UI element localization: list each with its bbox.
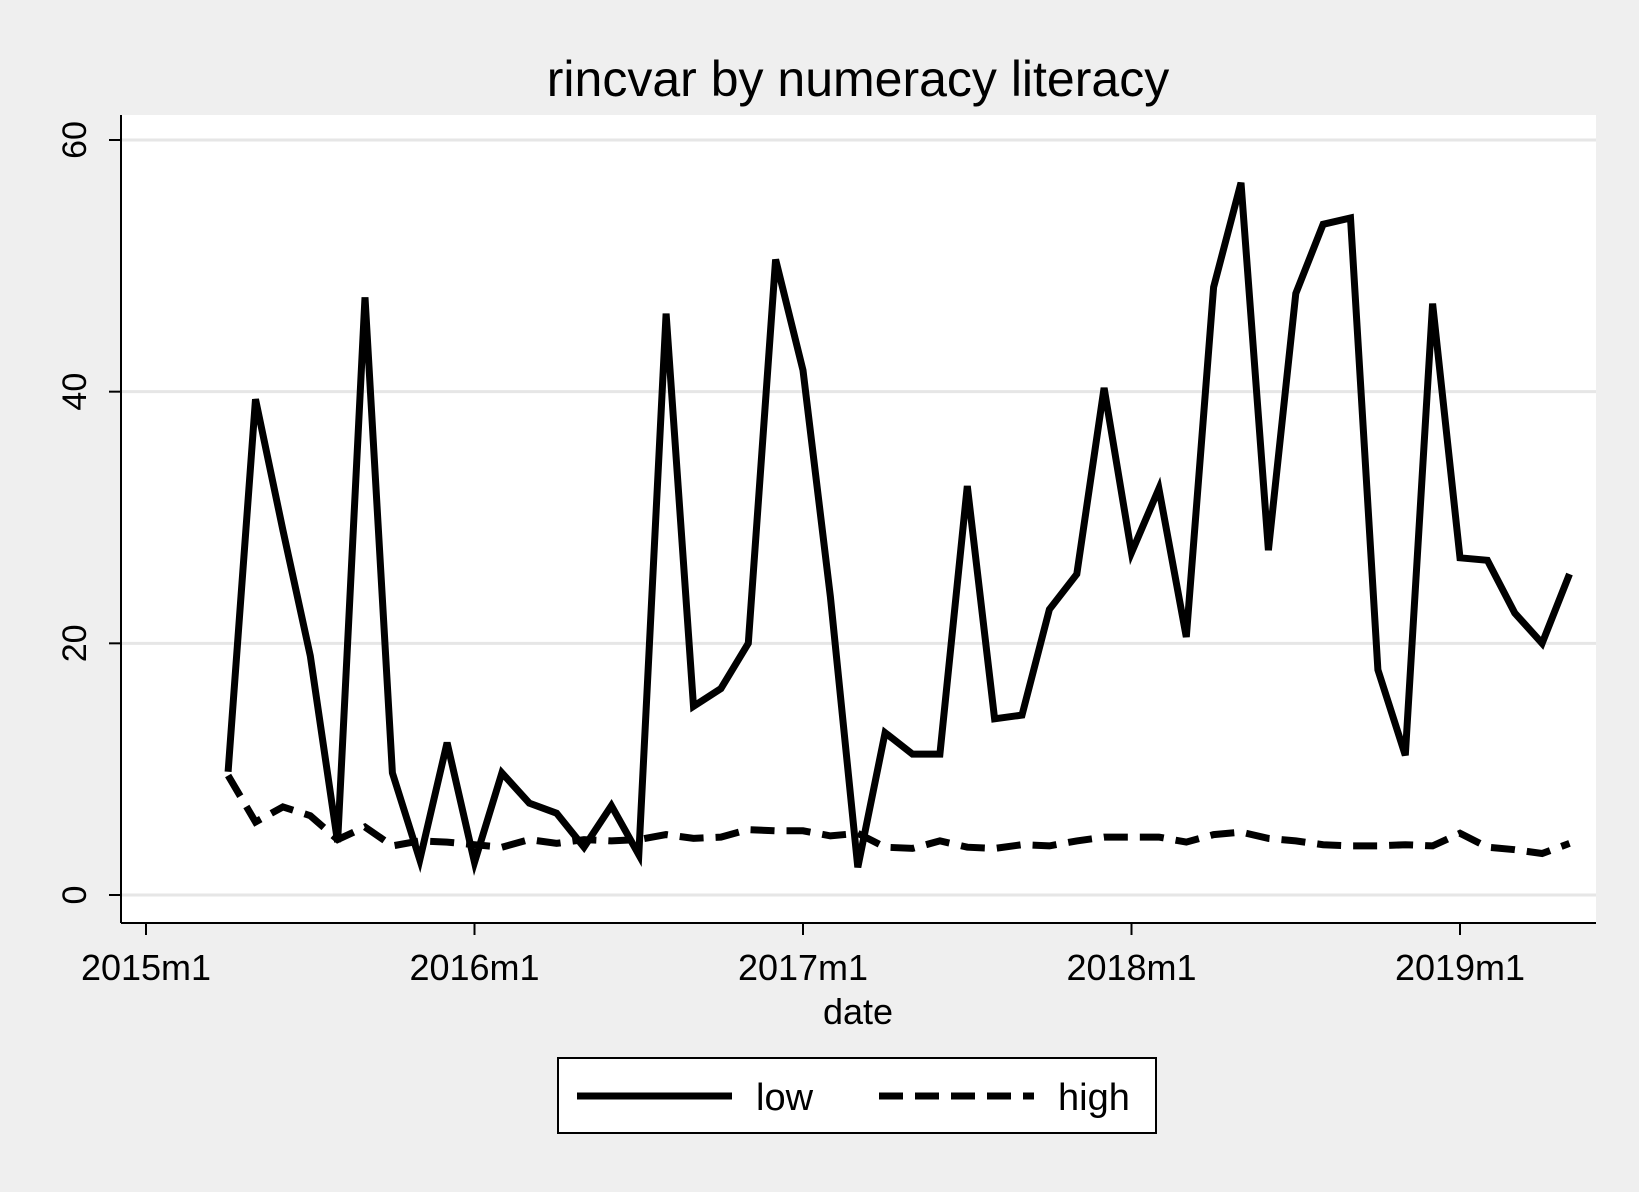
x-tick-label-2019m1: 2019m1 <box>1395 947 1525 988</box>
y-tick-label-20: 20 <box>56 624 94 662</box>
legend-label-high: high <box>1058 1077 1130 1119</box>
chart-title: rincvar by numeracy literacy <box>547 51 1169 107</box>
series-line-high <box>225 773 1571 858</box>
series-layer <box>224 181 1573 876</box>
y-tick-label-60: 60 <box>56 121 94 159</box>
x-tick-label-2015m1: 2015m1 <box>81 947 211 988</box>
x-tick-label-2016m1: 2016m1 <box>409 947 539 988</box>
y-tick-label-0: 0 <box>56 886 94 905</box>
legend: low high <box>557 1057 1157 1134</box>
x-axis-label: date <box>823 991 893 1032</box>
gridlines <box>121 138 1596 897</box>
y-tick-label-40: 40 <box>56 373 94 411</box>
series-line-low <box>224 181 1573 876</box>
legend-label-low: low <box>756 1077 814 1119</box>
axes <box>120 115 1596 924</box>
x-tick-label-2018m1: 2018m1 <box>1066 947 1196 988</box>
x-tick-label-2017m1: 2017m1 <box>738 947 868 988</box>
ticks: 0 20 40 60 2015m1 2016m1 2017m1 2018m1 2019m1 <box>56 121 1525 988</box>
